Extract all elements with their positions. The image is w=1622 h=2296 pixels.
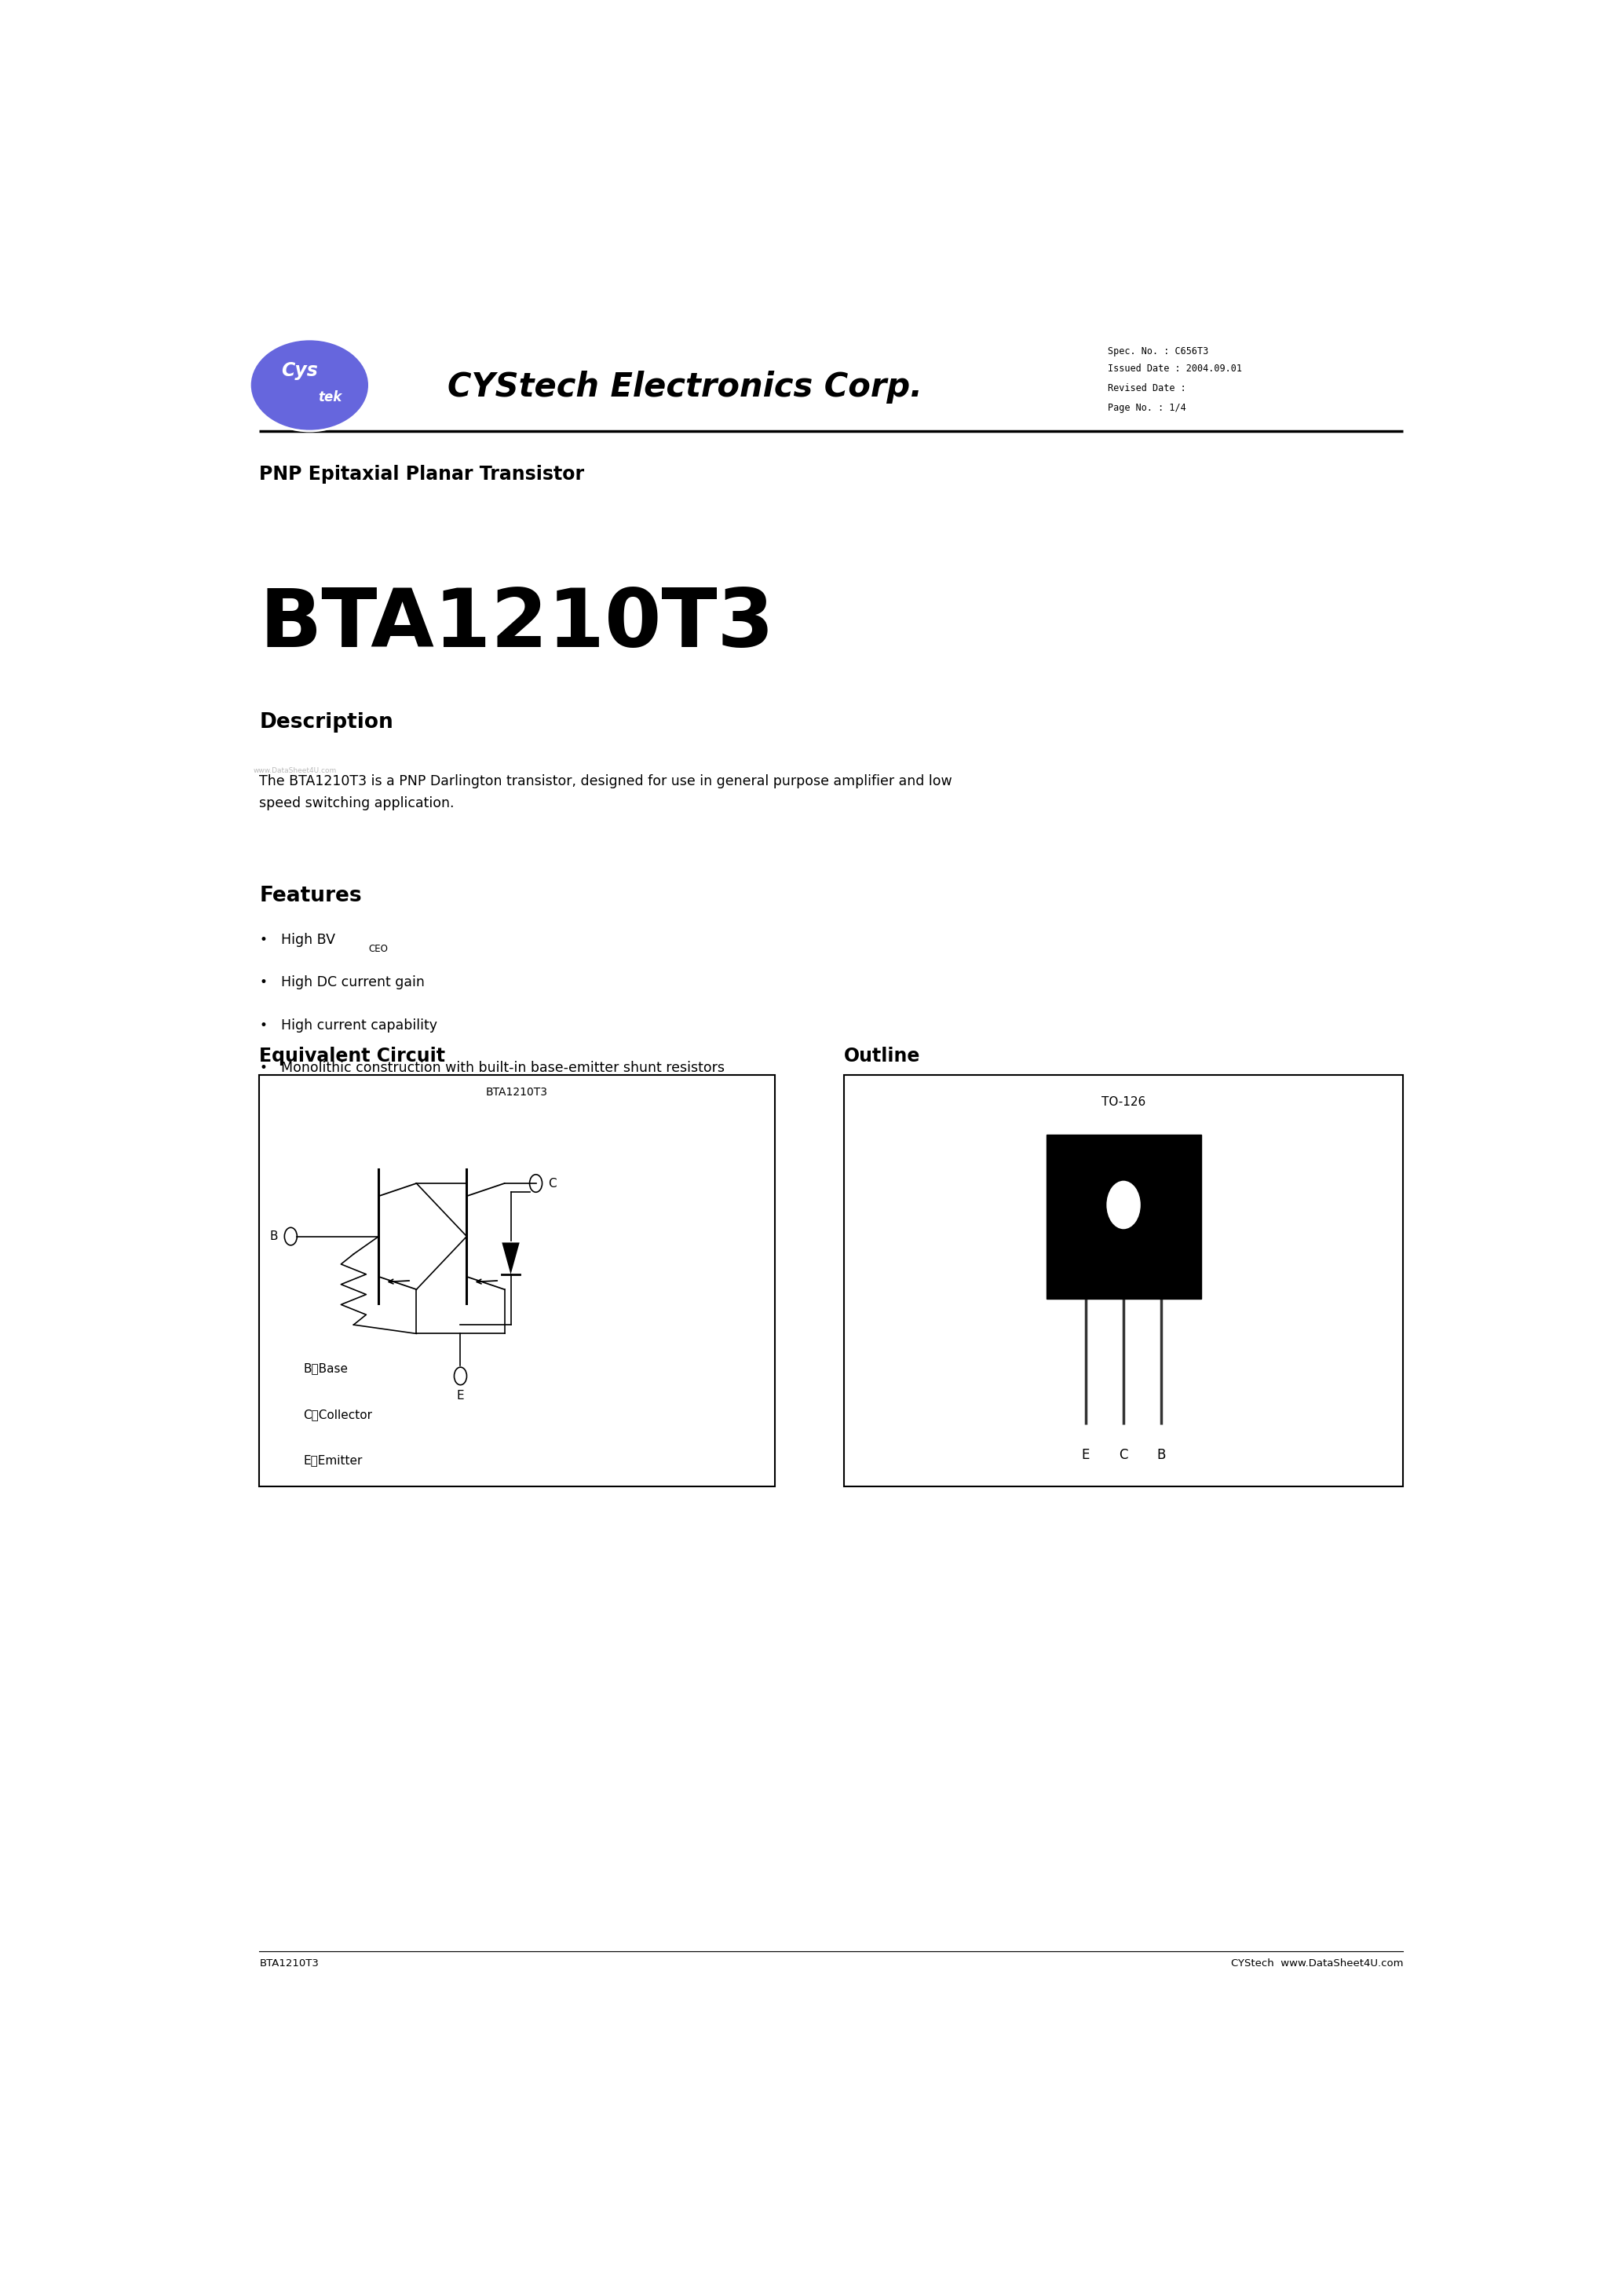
- FancyBboxPatch shape: [260, 1075, 775, 1486]
- Polygon shape: [501, 1242, 519, 1274]
- Text: CYStech  www.DataSheet4U.com: CYStech www.DataSheet4U.com: [1231, 1958, 1403, 1968]
- Text: •: •: [260, 1017, 268, 1033]
- Text: CEO: CEO: [368, 944, 388, 955]
- Ellipse shape: [250, 340, 370, 432]
- Text: BTA1210T3: BTA1210T3: [487, 1086, 548, 1097]
- Text: BTA1210T3: BTA1210T3: [260, 585, 774, 664]
- Text: E: E: [1082, 1449, 1090, 1463]
- Text: C: C: [548, 1178, 556, 1189]
- Text: B: B: [269, 1231, 279, 1242]
- Text: PNP Epitaxial Planar Transistor: PNP Epitaxial Planar Transistor: [260, 464, 584, 484]
- Text: BTA1210T3: BTA1210T3: [260, 1958, 320, 1968]
- Text: High current capability: High current capability: [281, 1017, 436, 1033]
- Text: TO-126: TO-126: [1101, 1095, 1145, 1107]
- Text: Issued Date : 2004.09.01: Issued Date : 2004.09.01: [1108, 365, 1242, 374]
- Text: Page No. : 1/4: Page No. : 1/4: [1108, 402, 1186, 413]
- Text: High DC current gain: High DC current gain: [281, 976, 425, 990]
- Text: •: •: [260, 1061, 268, 1075]
- Text: Equivalent Circuit: Equivalent Circuit: [260, 1047, 446, 1065]
- Text: B：Base: B：Base: [303, 1364, 349, 1375]
- FancyBboxPatch shape: [843, 1075, 1403, 1486]
- Text: •: •: [260, 932, 268, 948]
- Text: tek: tek: [318, 390, 342, 404]
- Text: C：Collector: C：Collector: [303, 1410, 373, 1421]
- Text: CYStech Electronics Corp.: CYStech Electronics Corp.: [448, 370, 923, 404]
- Text: Features: Features: [260, 886, 362, 907]
- Text: Cys: Cys: [281, 360, 318, 381]
- Text: Revised Date :: Revised Date :: [1108, 383, 1186, 393]
- Text: The BTA1210T3 is a PNP Darlington transistor, designed for use in general purpos: The BTA1210T3 is a PNP Darlington transi…: [260, 774, 952, 810]
- Text: •: •: [260, 976, 268, 990]
- Text: C: C: [1119, 1449, 1127, 1463]
- FancyBboxPatch shape: [1046, 1134, 1200, 1300]
- Text: E: E: [457, 1389, 464, 1403]
- Text: Description: Description: [260, 712, 394, 732]
- Text: Spec. No. : C656T3: Spec. No. : C656T3: [1108, 347, 1208, 356]
- Text: Outline: Outline: [843, 1047, 920, 1065]
- Circle shape: [1106, 1180, 1142, 1231]
- Text: www.DataSheet4U.com: www.DataSheet4U.com: [253, 767, 336, 774]
- Text: B: B: [1156, 1449, 1166, 1463]
- Text: Monolithic construction with built-in base-emitter shunt resistors: Monolithic construction with built-in ba…: [281, 1061, 725, 1075]
- Text: E：Emitter: E：Emitter: [303, 1456, 362, 1467]
- Text: High BV: High BV: [281, 932, 334, 948]
